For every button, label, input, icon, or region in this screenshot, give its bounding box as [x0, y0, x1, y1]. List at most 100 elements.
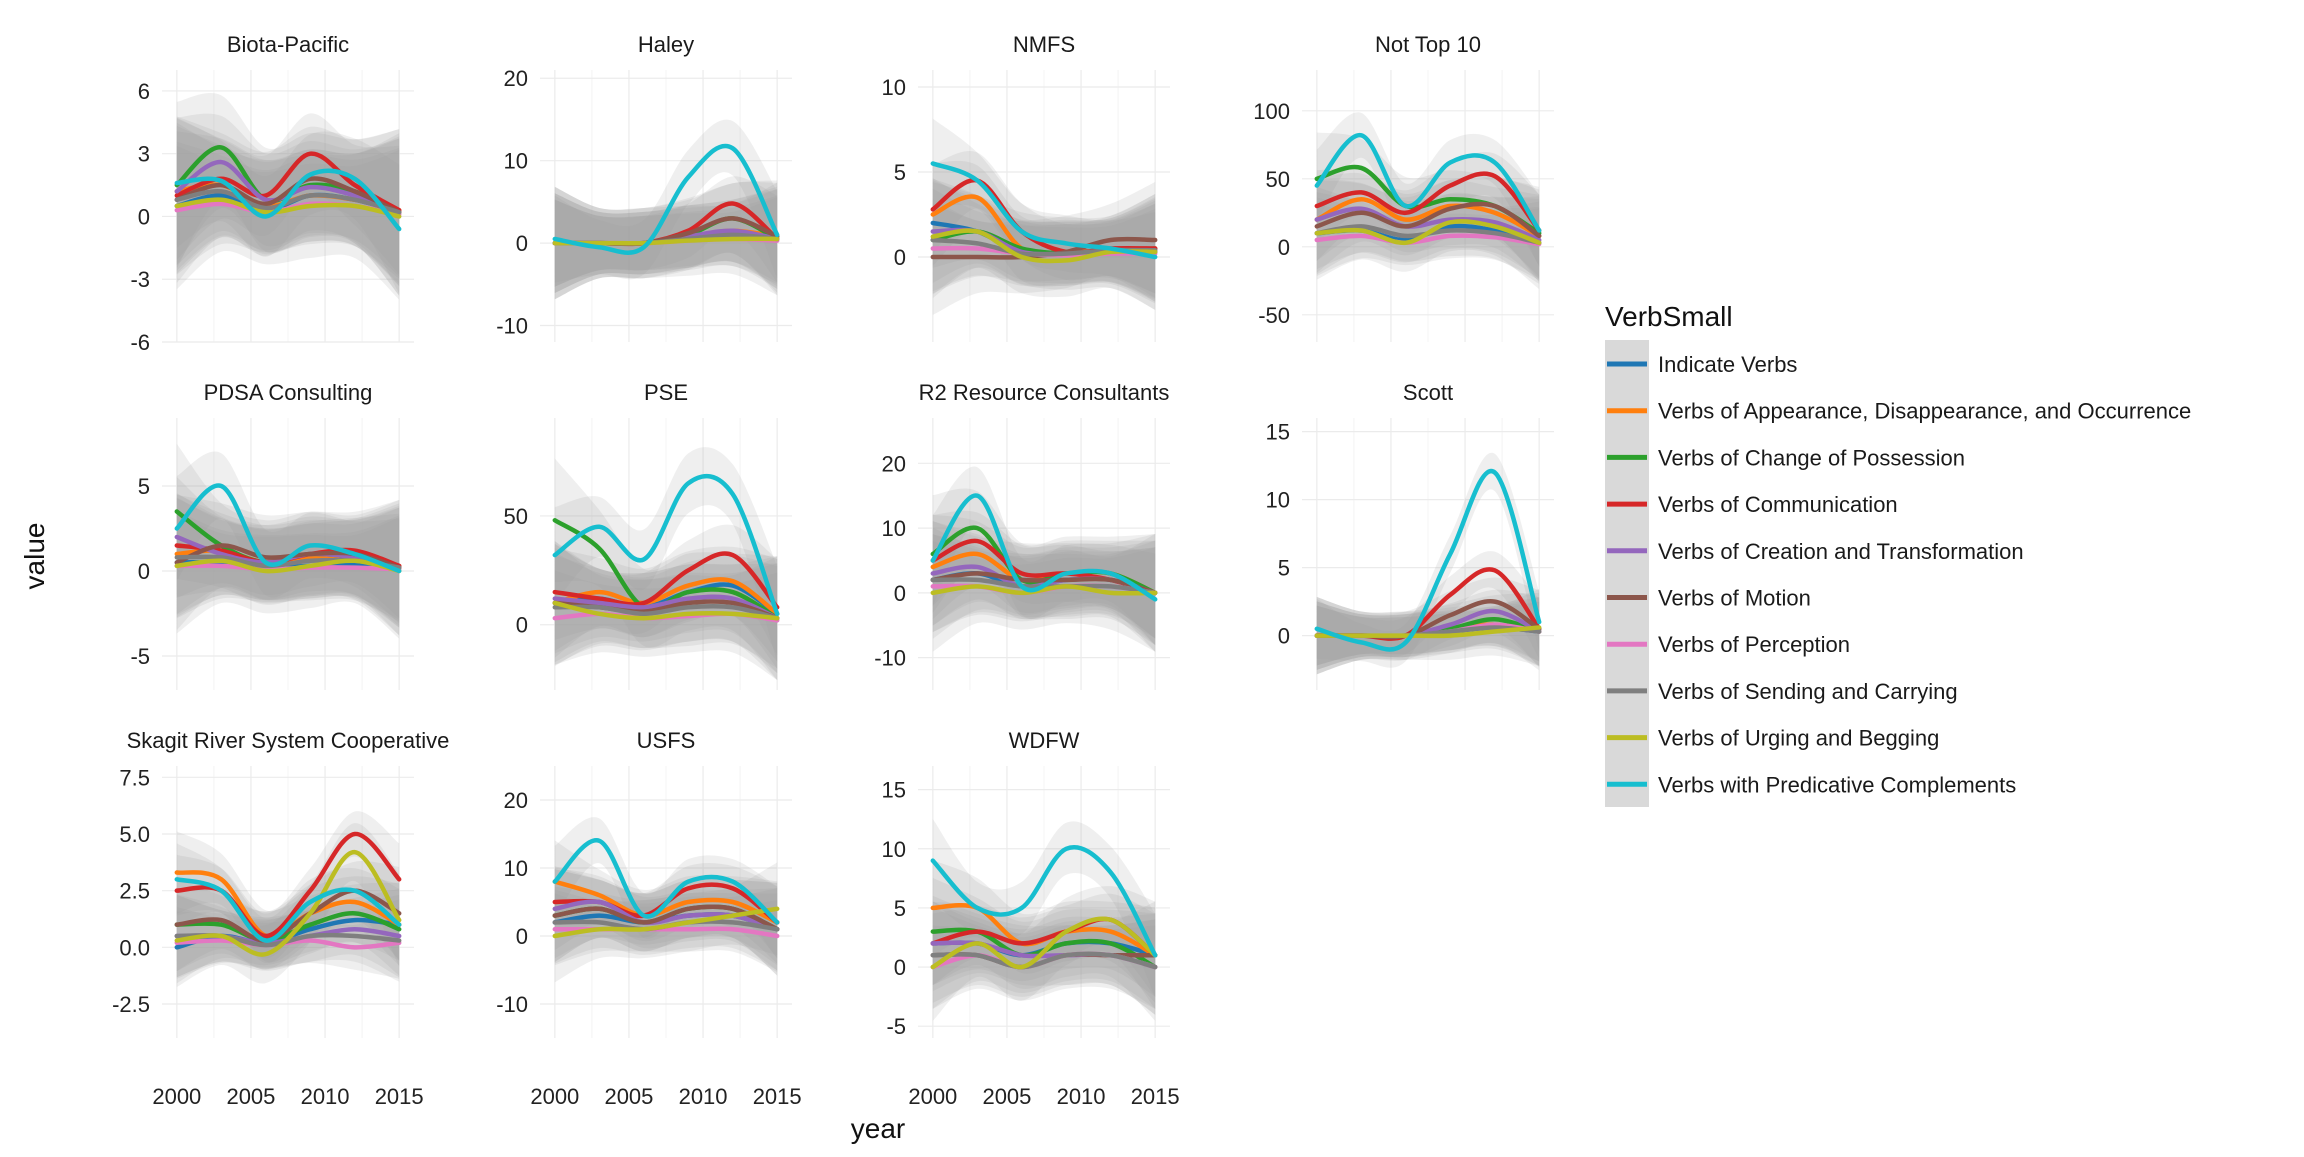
y-tick-label: -10 — [496, 314, 528, 339]
series-line — [930, 161, 1158, 260]
series-line — [1314, 133, 1542, 233]
facet-panel: Biota-Pacific -6 -3 0 3 6 — [130, 32, 414, 355]
panel-title: Skagit River System Cooperative — [127, 728, 450, 753]
confidence-ribbon — [176, 145, 400, 279]
y-tick-label: 5.0 — [119, 822, 150, 847]
y-tick-label: 10 — [504, 149, 528, 174]
y-tick-label: 5 — [894, 160, 906, 185]
y-tick-label: 10 — [1266, 488, 1290, 513]
series-line — [1314, 468, 1542, 652]
panel-plot — [930, 118, 1158, 315]
y-tick-label: -5 — [130, 644, 150, 669]
x-tick-label: 2015 — [375, 1084, 424, 1109]
y-tick-label: 0 — [1278, 624, 1290, 649]
panel-title: PDSA Consulting — [204, 380, 373, 405]
series-line — [930, 493, 1158, 602]
x-tick-label: 2005 — [604, 1084, 653, 1109]
y-tick-label: 0.0 — [119, 935, 150, 960]
confidence-ribbon — [554, 458, 778, 680]
series-line — [174, 176, 402, 215]
series-line — [174, 877, 402, 943]
legend-label: Verbs of Communication — [1658, 492, 1898, 517]
panel-title: Not Top 10 — [1375, 32, 1481, 57]
confidence-ribbon — [176, 116, 400, 296]
panel-plot — [174, 811, 402, 987]
panel-plot — [930, 466, 1158, 652]
series-line — [1314, 625, 1542, 639]
series-line — [1314, 196, 1542, 239]
y-tick-label: -10 — [496, 992, 528, 1017]
panel-plot — [930, 818, 1158, 1021]
y-tick-label: 10 — [882, 516, 906, 541]
facet-panel: R2 Resource Consultants -10 0 10 20 — [874, 380, 1170, 690]
panel-title: PSE — [644, 380, 688, 405]
series-line — [174, 558, 402, 574]
confidence-ribbon — [932, 182, 1156, 315]
series-line — [930, 571, 1158, 596]
legend-key-background — [1605, 340, 1649, 807]
series-line — [930, 845, 1158, 958]
series-line — [552, 603, 780, 621]
facet-panel: Skagit River System Cooperative -2.5 0.0 2.… — [112, 728, 449, 1109]
series-line — [174, 189, 402, 215]
y-tick-label: 100 — [1253, 99, 1290, 124]
y-tick-label: 0 — [1278, 235, 1290, 260]
facet-panel: PDSA Consulting -5 0 5 — [130, 380, 414, 690]
x-tick-label: 2000 — [908, 1084, 957, 1109]
legend-label: Verbs of Urging and Begging — [1658, 726, 1939, 751]
legend-label: Verbs of Appearance, Disappearance, and … — [1658, 399, 2191, 424]
y-tick-label: 20 — [504, 66, 528, 91]
series-line — [552, 879, 780, 925]
y-tick-label: 15 — [882, 778, 906, 803]
series-line — [1314, 206, 1542, 243]
x-tick-label: 2000 — [152, 1084, 201, 1109]
confidence-ribbon — [176, 118, 400, 294]
y-tick-label: 5 — [894, 896, 906, 921]
x-tick-label: 2005 — [982, 1084, 1031, 1109]
series-line — [552, 906, 780, 939]
panel-grid — [1302, 418, 1554, 690]
series-line — [552, 577, 780, 617]
panel-plot — [174, 443, 402, 639]
legend-label: Verbs of Creation and Transformation — [1658, 539, 2024, 564]
series-line — [174, 849, 402, 957]
panel-title: R2 Resource Consultants — [919, 380, 1170, 405]
series-line — [930, 228, 1158, 264]
panel-plot — [174, 93, 402, 300]
panel-title: Scott — [1403, 380, 1453, 405]
legend-label: Verbs of Motion — [1658, 586, 1811, 611]
y-tick-label: 0 — [516, 924, 528, 949]
x-tick-label: 2010 — [679, 1084, 728, 1109]
y-tick-label: 0 — [516, 231, 528, 256]
legend: VerbSmall Indicate Verbs Verbs of Appearan… — [1605, 301, 2191, 807]
panel-grid — [540, 70, 792, 342]
series-line — [552, 904, 780, 932]
legend-label: Verbs of Perception — [1658, 632, 1850, 657]
panel-grid — [540, 766, 792, 1038]
panel-title: Haley — [638, 32, 694, 57]
series-line — [174, 197, 402, 219]
y-tick-label: 3 — [138, 142, 150, 167]
series-line — [930, 951, 1158, 970]
confidence-ribbon — [1316, 152, 1540, 267]
panel-plot — [552, 817, 780, 983]
confidence-ribbon — [932, 178, 1156, 294]
panel-plot — [552, 119, 780, 300]
confidence-ribbon — [176, 811, 400, 959]
confidence-ribbon — [176, 823, 400, 987]
y-tick-label: 10 — [504, 856, 528, 881]
facet-panel: Not Top 10 -50 0 50 100 — [1253, 32, 1554, 342]
confidence-ribbon — [176, 451, 400, 624]
legend-label: Verbs of Sending and Carrying — [1658, 679, 1958, 704]
series-line — [930, 584, 1158, 596]
confidence-ribbon — [932, 860, 1156, 1003]
y-tick-label: -6 — [130, 330, 150, 355]
y-tick-label: 10 — [882, 75, 906, 100]
panel-title: NMFS — [1013, 32, 1075, 57]
y-tick-label: 0 — [894, 245, 906, 270]
y-tick-label: 0 — [138, 559, 150, 584]
series-line — [174, 483, 402, 574]
series-line — [552, 594, 780, 621]
y-tick-label: -5 — [886, 1014, 906, 1039]
